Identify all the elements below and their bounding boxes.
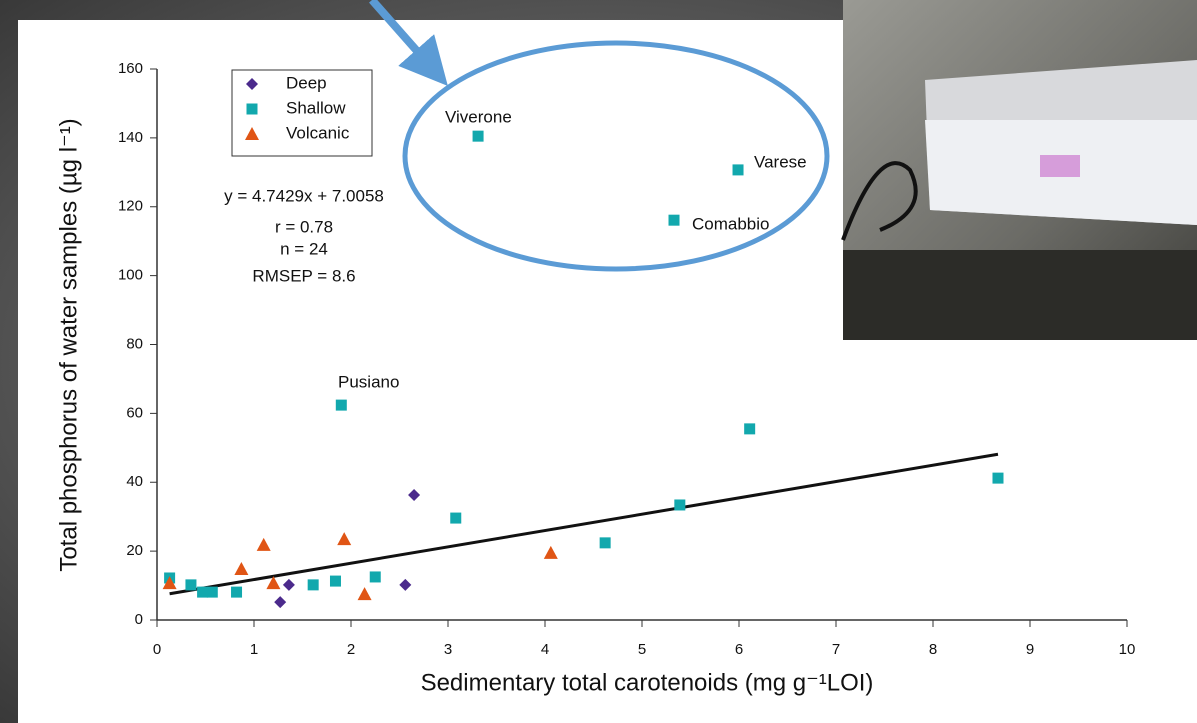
photo [843, 0, 1197, 340]
stats-text: n = 24 [280, 239, 328, 258]
x-tick-label: 10 [1119, 641, 1136, 658]
x-tick-label: 1 [250, 641, 258, 658]
point-annotation: Varese [754, 152, 807, 171]
point [733, 164, 744, 175]
stats-text: y = 4.7429x + 7.0058 [224, 186, 384, 205]
point [450, 513, 461, 524]
point [336, 400, 347, 411]
x-tick-label: 0 [153, 641, 161, 658]
y-tick-label: 60 [126, 404, 143, 421]
x-tick-label: 5 [638, 641, 646, 658]
y-tick-label: 100 [118, 267, 143, 284]
point-annotation: Viverone [445, 107, 512, 126]
legend-label: Volcanic [286, 123, 350, 142]
y-tick-label: 0 [135, 611, 143, 628]
y-tick-label: 40 [126, 473, 143, 490]
point-annotation: Comabbio [692, 214, 770, 233]
point [370, 571, 381, 582]
x-tick-label: 2 [347, 641, 355, 658]
stats-text: RMSEP = 8.6 [252, 266, 355, 285]
point [992, 473, 1003, 484]
x-tick-label: 4 [541, 641, 549, 658]
x-tick-label: 7 [832, 641, 840, 658]
legend-label: Shallow [286, 98, 346, 117]
photo-shadow [843, 250, 1197, 340]
point [744, 423, 755, 434]
x-tick-label: 9 [1026, 641, 1034, 658]
point [674, 499, 685, 510]
stats-text: r = 0.78 [275, 217, 333, 236]
x-tick-label: 3 [444, 641, 452, 658]
point-annotation: Pusiano [338, 372, 399, 391]
point [207, 587, 218, 598]
point [600, 537, 611, 548]
point [669, 215, 680, 226]
point [473, 131, 484, 142]
point [197, 587, 208, 598]
x-tick-label: 8 [929, 641, 937, 658]
y-tick-label: 20 [126, 542, 143, 559]
y-axis-label: Total phosphorus of water samples (µg l⁻… [55, 118, 82, 571]
point [231, 587, 242, 598]
y-tick-label: 120 [118, 198, 143, 215]
y-tick-label: 80 [126, 335, 143, 352]
photo-label [1040, 155, 1080, 177]
point [185, 579, 196, 590]
y-tick-label: 140 [118, 129, 143, 146]
slide: Sedimentary total carotenoids (mg g⁻¹LOI… [0, 0, 1197, 723]
x-axis-label: Sedimentary total carotenoids (mg g⁻¹LOI… [421, 669, 874, 696]
point [308, 579, 319, 590]
point [330, 576, 341, 587]
y-tick-label: 160 [118, 60, 143, 77]
x-tick-label: 6 [735, 641, 743, 658]
legend-label: Deep [286, 73, 327, 92]
legend-marker [247, 104, 258, 115]
